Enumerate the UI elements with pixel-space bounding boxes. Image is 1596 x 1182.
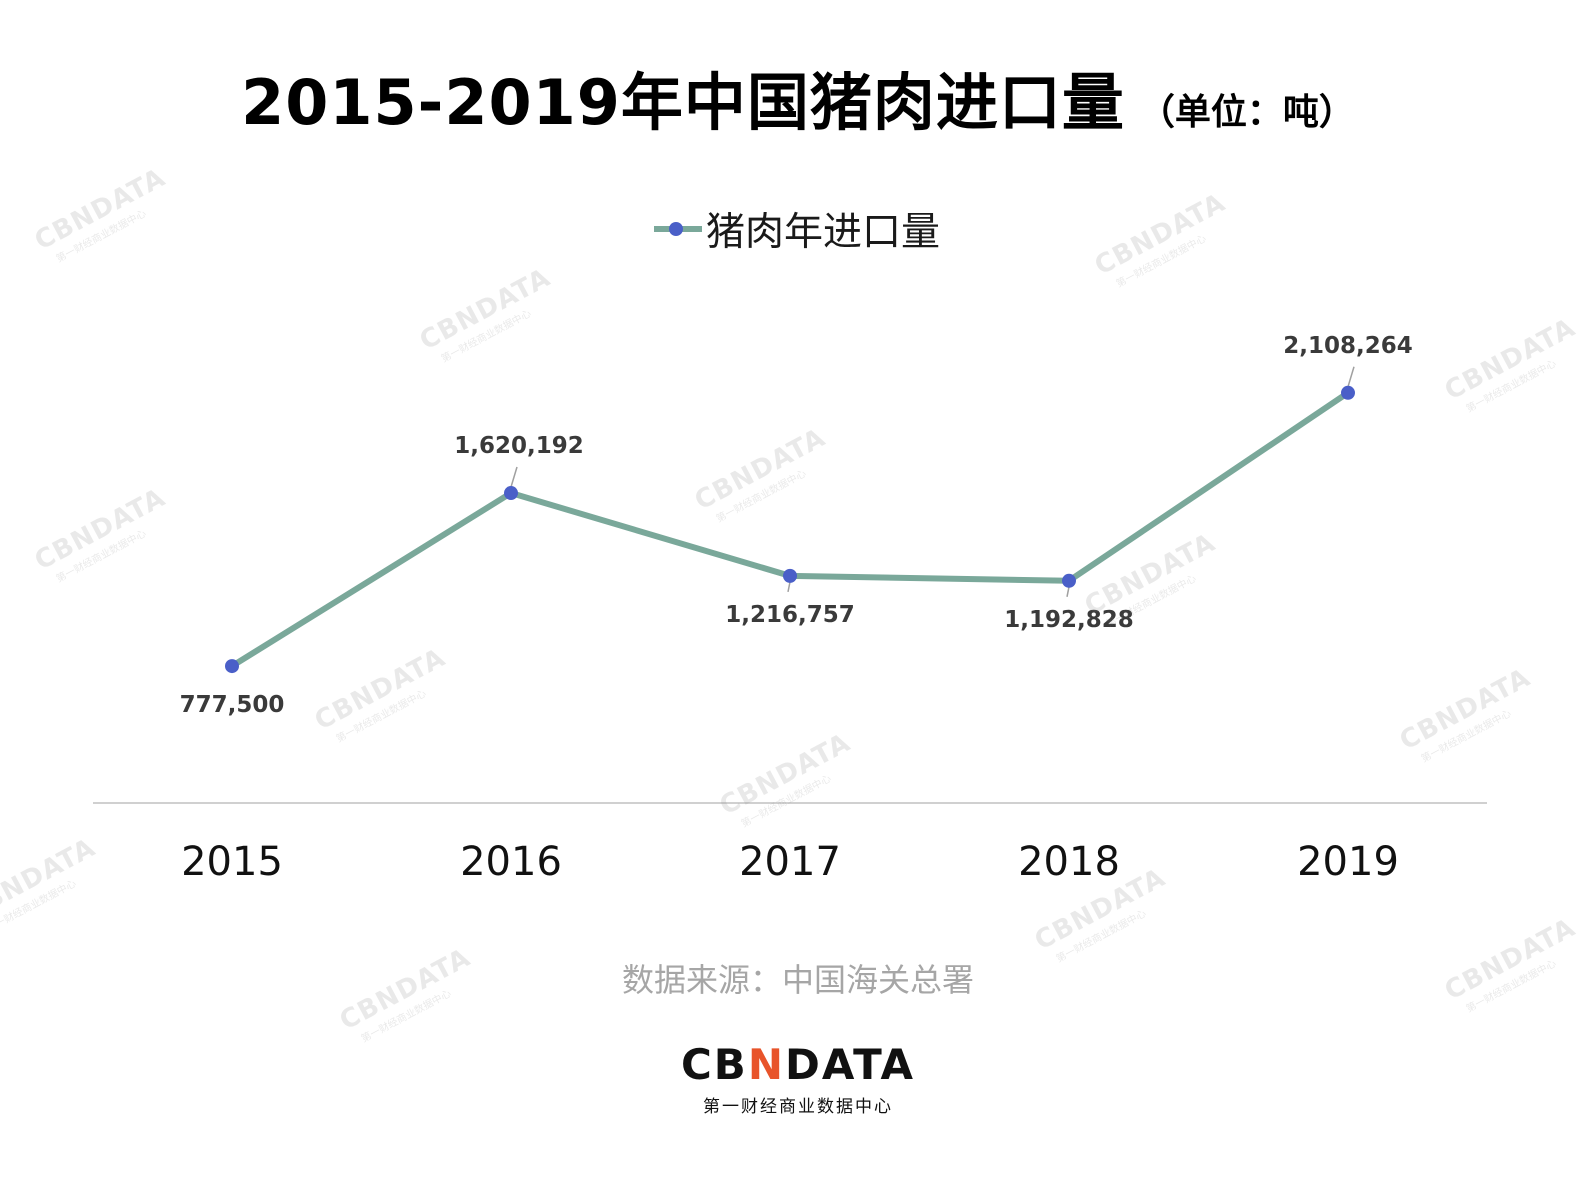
data-point-2017 (783, 568, 797, 583)
brand-logo: CBNDATA (0, 1040, 1596, 1090)
data-point-2018 (1062, 573, 1076, 588)
legend-label-series: 猪肉年进口量 (706, 210, 941, 255)
chart-title-row: 2015-2019年中国猪肉进口量 （单位：吨） (0, 52, 1596, 142)
x-tick-label-2019: 2019 (1297, 839, 1399, 885)
data-label-2019: 2,108,264 (1283, 333, 1413, 359)
brand-logo-part3: DATA (784, 1040, 915, 1089)
label-leader-2017 (787, 581, 791, 593)
data-point-2016 (504, 486, 518, 501)
x-tick-label-2015: 2015 (181, 839, 283, 885)
x-tick-label-2017: 2017 (739, 839, 841, 885)
brand-subtitle: 第一财经商业数据中心 (703, 1097, 893, 1117)
x-tick-labels: 2015 2016 2017 2018 2019 (181, 839, 1399, 885)
chart-title: 2015-2019年中国猪肉进口量 (241, 66, 1125, 139)
source-note: 数据来源：中国海关总署 (621, 961, 974, 999)
data-points (225, 385, 1355, 674)
data-label-2015: 777,500 (180, 692, 285, 718)
legend: 猪肉年进口量 (654, 206, 940, 255)
x-tick-label-2018: 2018 (1018, 839, 1120, 885)
label-leader-2016 (510, 466, 518, 488)
data-label-2018: 1,192,828 (1004, 607, 1134, 633)
chart-title-unit: （单位：吨） (1138, 92, 1355, 133)
x-tick-label-2016: 2016 (460, 839, 562, 885)
brand-logo-part2: N (747, 1040, 785, 1089)
data-point-2019 (1341, 385, 1355, 400)
brand-logo-block: CBNDATA 第一财经商业数据中心 (0, 1040, 1596, 1117)
label-leaders (510, 366, 1355, 597)
data-label-2016: 1,620,192 (454, 433, 584, 459)
data-labels: 777,500 1,620,192 1,216,757 1,192,828 2,108,… (180, 333, 1413, 718)
label-leader-2019 (1347, 366, 1355, 387)
legend-swatch-icon (654, 222, 702, 236)
data-label-2017: 1,216,757 (725, 602, 855, 628)
data-point-2015 (225, 659, 239, 674)
label-leader-2018 (1066, 586, 1070, 597)
brand-logo-part1: CB (680, 1040, 748, 1089)
